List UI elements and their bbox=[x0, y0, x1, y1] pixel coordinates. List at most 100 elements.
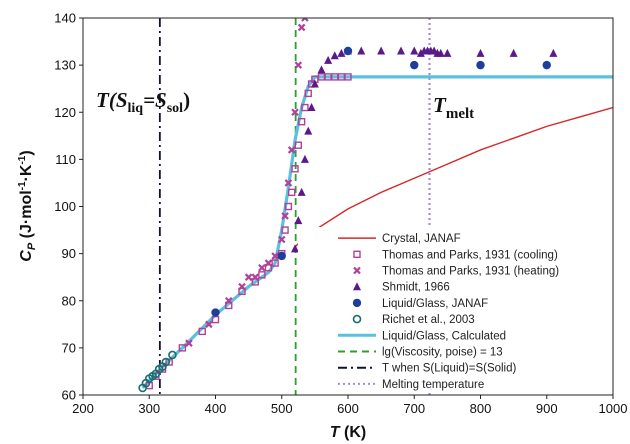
y-axis-unit-a: (J·mol bbox=[18, 190, 35, 242]
anno-equal-c: =S bbox=[143, 88, 167, 112]
series-1-point bbox=[294, 141, 303, 149]
x-tick-label: 500 bbox=[271, 401, 293, 416]
legend-label-4: Liquid/Glass, JANAF bbox=[382, 298, 488, 310]
x-tick-label: 1000 bbox=[599, 401, 628, 416]
y-axis-exp1: -1 bbox=[17, 181, 28, 190]
series-3-point bbox=[357, 46, 366, 55]
y-tick-label: 70 bbox=[62, 340, 76, 355]
legend-swatch-5 bbox=[352, 314, 362, 324]
series-2-point bbox=[224, 296, 233, 305]
series-1-point bbox=[291, 165, 299, 173]
series-2-point bbox=[185, 339, 193, 347]
series-2-point bbox=[258, 263, 266, 272]
series-3-point bbox=[294, 216, 303, 225]
series-5-point bbox=[168, 350, 177, 360]
anno-equal-a: T(S bbox=[96, 88, 128, 112]
series-2-point bbox=[301, 18, 309, 22]
series-1-point bbox=[264, 264, 273, 272]
series-3-point bbox=[304, 126, 313, 135]
legend-label-2: Thomas and Parks, 1931 (heating) bbox=[382, 266, 559, 278]
series-2-point bbox=[271, 252, 279, 260]
series-3-point bbox=[307, 103, 316, 112]
series-3-point bbox=[300, 154, 309, 163]
anno-melt-b: melt bbox=[446, 106, 474, 122]
series-4-point bbox=[277, 251, 286, 261]
series-1-point bbox=[238, 287, 246, 296]
series-4-point bbox=[211, 308, 220, 317]
series-3-point bbox=[509, 48, 518, 57]
series-2-point bbox=[281, 212, 289, 220]
series-1-point bbox=[198, 327, 206, 336]
series-3-point bbox=[297, 187, 306, 196]
x-tick-label: 400 bbox=[205, 401, 227, 416]
series-3-point bbox=[397, 46, 405, 55]
legend-swatch-1 bbox=[353, 250, 361, 259]
series-2-point bbox=[294, 61, 303, 69]
y-axis-title: CP (J·mol-1·K-1) bbox=[17, 150, 38, 261]
legend-label-6: Liquid/Glass, Calculated bbox=[382, 330, 506, 342]
series-2-point bbox=[297, 23, 306, 32]
y-axis-unit-b: ·K bbox=[18, 164, 35, 181]
series-2-point bbox=[205, 320, 213, 329]
x-tick-label: 600 bbox=[337, 401, 359, 416]
legend-label-9: Melting temperature bbox=[382, 379, 484, 391]
series-5-point bbox=[161, 357, 171, 367]
y-tick-label: 100 bbox=[54, 199, 76, 214]
series-2-point bbox=[238, 282, 246, 291]
legend-swatch-4 bbox=[352, 298, 362, 308]
series-3-point bbox=[476, 48, 485, 57]
legend-label-5: Richet et al., 2003 bbox=[382, 314, 475, 326]
series-1-point bbox=[301, 103, 309, 112]
x-tick-label: 900 bbox=[536, 401, 558, 416]
annotation-t-melt: Tmelt bbox=[433, 93, 474, 122]
legend-background bbox=[298, 227, 610, 393]
series-2-point bbox=[244, 273, 253, 281]
series-0-line bbox=[294, 106, 613, 248]
series-3-point bbox=[377, 46, 386, 55]
series-1-point bbox=[165, 358, 173, 366]
legend-label-0: Crystal, JANAF bbox=[382, 233, 461, 245]
y-tick-label: 90 bbox=[62, 246, 76, 261]
series-3-point bbox=[310, 79, 319, 88]
legend-swatch-2 bbox=[353, 266, 361, 275]
legend-label-8: T when S(Liquid)=S(Solid) bbox=[382, 363, 517, 375]
legend-swatch-3 bbox=[353, 282, 361, 291]
y-axis-unit-c: ) bbox=[18, 150, 35, 155]
series-1-point bbox=[271, 259, 279, 267]
series-2-point bbox=[277, 235, 286, 244]
series-3-point bbox=[317, 65, 326, 74]
series-1-point bbox=[344, 73, 352, 81]
anno-equal-e: ) bbox=[183, 88, 190, 112]
x-axis-var: T bbox=[330, 424, 341, 441]
y-tick-label: 130 bbox=[54, 58, 76, 73]
y-axis-exp2: -1 bbox=[17, 155, 28, 164]
y-axis-sub: P bbox=[26, 242, 38, 250]
x-tick-label: 200 bbox=[72, 401, 94, 416]
series-1-point bbox=[287, 188, 296, 197]
y-tick-label: 80 bbox=[62, 293, 76, 308]
series-2-point bbox=[251, 273, 260, 281]
series-1-point bbox=[225, 301, 233, 310]
series-1-point bbox=[251, 278, 259, 286]
axis-ticks: 200 300 400 500 600 700 800 900 1000 60 70 80 90 100 1… bbox=[54, 11, 627, 417]
series-1-point bbox=[284, 202, 293, 211]
series-1-point bbox=[304, 89, 312, 98]
anno-equal-b: liq bbox=[128, 101, 144, 116]
series-4-point bbox=[476, 60, 485, 70]
series-3-point bbox=[416, 48, 425, 57]
series-2-point bbox=[284, 179, 293, 187]
anno-melt-a: T bbox=[433, 93, 447, 117]
legend-label-1: Thomas and Parks, 1931 (cooling) bbox=[382, 249, 558, 261]
series-3-point bbox=[436, 48, 445, 57]
legend-label-3: Shmidt, 1966 bbox=[382, 282, 450, 294]
series-4-point bbox=[410, 60, 419, 70]
series-2-point bbox=[291, 108, 299, 117]
series-1-point bbox=[178, 344, 187, 352]
y-axis-var: C bbox=[18, 250, 35, 262]
x-axis-title: T (K) bbox=[330, 424, 366, 441]
series-1-point bbox=[297, 117, 306, 126]
legend: Crystal, JANAF Thomas and Parks, 1931 (co… bbox=[298, 227, 610, 393]
series-3-point bbox=[291, 244, 299, 253]
x-tick-label: 700 bbox=[403, 401, 425, 416]
